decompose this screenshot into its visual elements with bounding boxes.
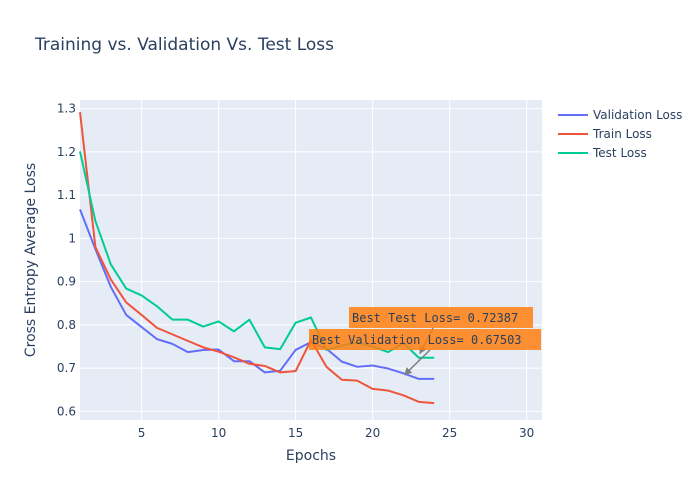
legend-item[interactable]: Test Loss [558, 146, 647, 160]
annotation-box [349, 307, 533, 328]
x-axis-title: Epochs [286, 448, 336, 464]
annotation-label: Best Validation Loss= 0.67503 [312, 333, 522, 347]
x-tick-label: 30 [519, 426, 534, 440]
y-tick-label: 0.8 [57, 318, 76, 332]
legend-item[interactable]: Train Loss [558, 127, 652, 141]
x-tick-label: 10 [211, 426, 226, 440]
y-tick-label: 1.1 [57, 188, 76, 202]
legend-label: Test Loss [592, 146, 647, 160]
series-line-1 [79, 209, 435, 380]
y-tick-label: 1.3 [57, 102, 76, 116]
plot-area [80, 100, 542, 420]
x-tick-label: 25 [442, 426, 457, 440]
x-axis-ticks: 5 10 15 20 25 30 [138, 426, 534, 440]
annotation-label: Best Test Loss= 0.72387 [352, 311, 518, 325]
y-tick-label: 0.7 [57, 361, 76, 375]
y-tick-label: 0.6 [57, 404, 76, 418]
x-tick-label: 15 [288, 426, 303, 440]
annotation-arrowhead [404, 367, 413, 375]
y-tick-label: 1 [68, 231, 76, 245]
y-tick-label: 1.2 [57, 145, 76, 159]
gridlines [80, 100, 542, 420]
legend-label: Train Loss [592, 127, 652, 141]
x-tick-label: 20 [365, 426, 380, 440]
legend-item[interactable]: Validation Loss [558, 108, 682, 122]
y-axis-ticks: 0.6 0.7 0.8 0.9 1 1.1 1.2 1.3 [57, 102, 76, 419]
y-tick-label: 0.9 [57, 275, 76, 289]
chart-title: Training vs. Validation Vs. Test Loss [34, 35, 334, 55]
annotation-box [309, 329, 541, 350]
legend-label: Validation Loss [593, 108, 682, 122]
legend[interactable]: Validation Loss Train Loss Test Loss [558, 108, 682, 160]
annotations: Best Test Loss= 0.72387 Best Validation L… [309, 307, 541, 376]
series-line-2 [79, 111, 435, 405]
x-tick-label: 5 [138, 426, 146, 440]
y-axis-title: Cross Entropy Average Loss [23, 163, 39, 357]
